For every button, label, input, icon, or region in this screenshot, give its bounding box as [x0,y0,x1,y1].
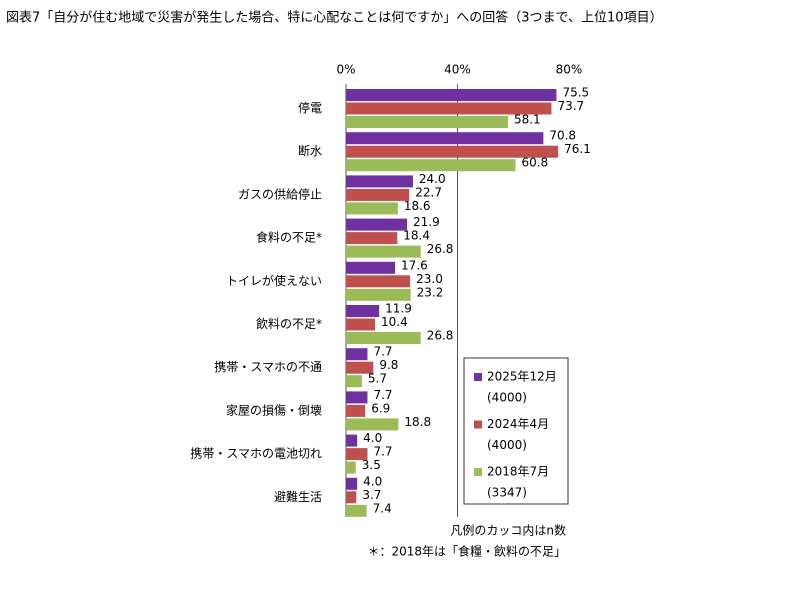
value-label: 18.4 [403,229,430,243]
category-label: ガスの供給停止 [238,186,322,201]
bar [346,391,368,404]
bar [346,232,398,245]
bar [346,305,380,317]
bar [346,89,557,101]
bar [346,102,552,115]
value-label: 22.7 [415,185,442,199]
bar [346,145,559,158]
bar [346,261,396,274]
value-label: 7.7 [373,445,392,459]
category-label: 飲料の不足* [256,316,322,331]
bar [346,218,408,231]
value-label: 11.9 [385,302,412,316]
bar [346,175,413,188]
bar [346,159,516,172]
value-label: 75.5 [562,86,589,100]
value-label: 7.7 [373,345,392,359]
legend-swatch [474,373,482,381]
value-label: 21.9 [413,215,440,229]
bar [346,188,410,201]
value-label: 4.0 [363,474,382,488]
value-label: 7.4 [373,501,392,515]
legend-label: 2024年4月 [487,417,549,431]
value-label: 70.8 [549,129,576,143]
bar [346,418,399,431]
x-tick-label: 80% [556,63,583,77]
value-label: 26.8 [427,242,454,256]
value-label: 4.0 [363,431,382,445]
bar [346,448,368,461]
value-label: 23.0 [416,272,443,286]
legend-swatch [474,420,482,429]
category-label: トイレが使えない [226,273,322,288]
value-label: 26.8 [427,329,454,343]
bar [346,318,375,331]
category-label: 携帯・スマホの電池切れ [190,446,322,461]
category-label: 家屋の損傷・倒壊 [226,402,322,417]
legend-sample-size: (4000) [487,391,527,405]
legend-swatch [474,468,482,476]
bar [346,375,362,388]
category-label: 避難生活 [274,489,322,504]
value-label: 6.9 [371,401,390,415]
legend-label: 2018年7月 [487,465,549,479]
value-label: 76.1 [564,142,591,156]
bar [346,332,421,344]
bar [346,202,398,215]
bar [346,275,411,288]
value-label: 73.7 [557,99,584,113]
value-label: 60.8 [521,156,548,170]
bar [346,116,508,128]
legend-sample-size: (4000) [487,438,527,452]
bar [346,245,421,258]
bar [346,491,357,504]
category-label: 食料の不足* [256,230,322,245]
bar [346,504,367,517]
legend-label: 2025年12月 [487,370,557,384]
value-label: 9.8 [379,358,398,372]
bar [346,132,544,145]
x-tick-label: 40% [444,63,471,77]
value-label: 23.2 [417,285,444,299]
value-label: 58.1 [514,113,541,127]
value-label: 18.8 [404,415,431,429]
note: ＊：2018年は「食糧・飲料の不足」 [367,544,566,559]
chart-title: 図表7「自分が住む地域で災害が発生した場合、特に心配なことは何ですか」への回答（… [6,10,663,26]
value-label: 10.4 [381,315,408,329]
bar [346,288,411,301]
note: 凡例のカッコ内はn数 [450,523,566,538]
value-label: 3.7 [362,488,381,502]
value-label: 5.7 [368,372,387,386]
value-label: 3.5 [362,458,381,472]
bar [346,434,358,447]
bar [346,477,358,490]
legend-box [463,357,569,505]
x-tick-label: 0% [336,63,355,77]
value-label: 18.6 [404,199,431,213]
legend-sample-size: (3347) [487,486,527,500]
bar [346,348,368,361]
category-label: 停電 [298,100,322,115]
value-label: 24.0 [419,172,446,186]
value-label: 17.6 [401,258,428,272]
category-label: 携帯・スマホの不通 [214,359,322,374]
bar [346,361,374,374]
value-label: 7.7 [373,388,392,402]
bar [346,404,366,417]
category-label: 断水 [298,143,322,158]
bar [346,461,356,474]
